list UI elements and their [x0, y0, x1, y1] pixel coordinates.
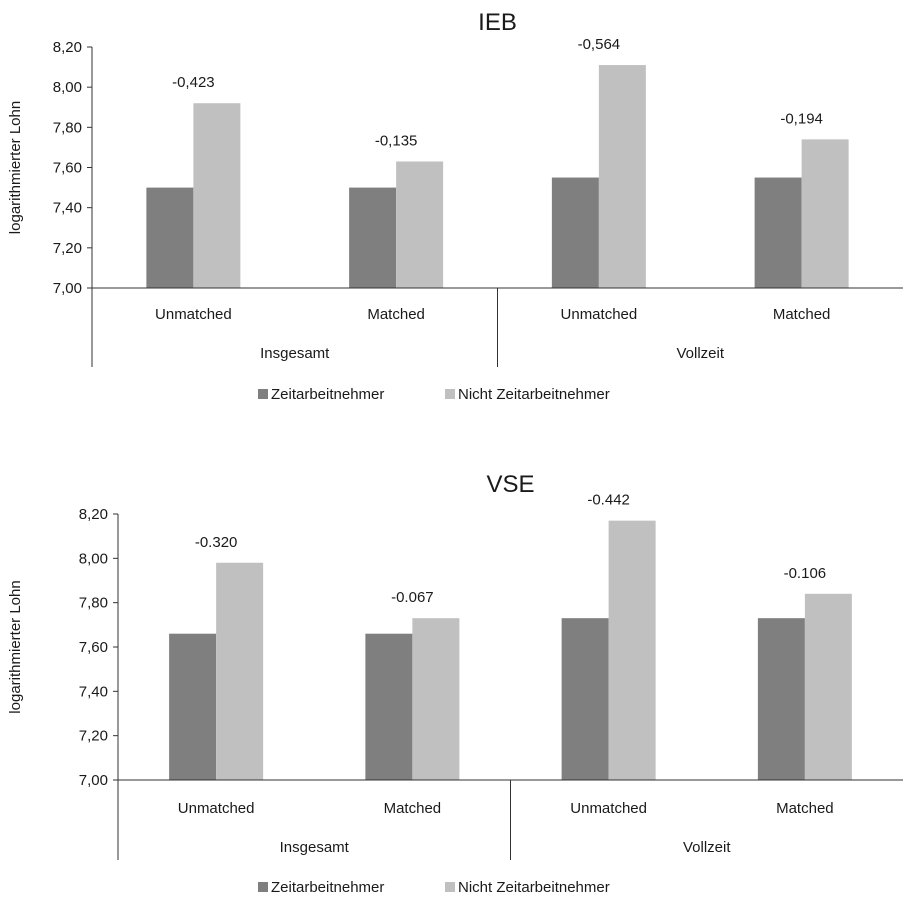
y-tick-label: 7,60 — [79, 639, 108, 656]
group-label: Vollzeit — [683, 839, 731, 856]
bar-nicht-zeitarbeitnehmer — [412, 618, 460, 780]
bar-nicht-zeitarbeitnehmer — [598, 65, 646, 288]
legend-label: Zeitarbeitnehmer — [271, 879, 384, 896]
y-tick-label: 7,20 — [79, 728, 108, 745]
y-tick-label: 7,40 — [53, 200, 82, 217]
bar-nicht-zeitarbeitnehmer — [801, 139, 849, 288]
chart-title: VSE — [486, 471, 534, 498]
bar-zeitarbeitnehmer — [365, 633, 413, 780]
chart-title: IEB — [478, 9, 517, 36]
difference-label: -0.320 — [195, 534, 238, 551]
y-tick-label: 7,60 — [53, 160, 82, 177]
legend-swatch — [258, 389, 268, 399]
category-label: Matched — [384, 800, 442, 817]
y-tick-label: 7,40 — [79, 683, 108, 700]
category-label: Matched — [367, 306, 425, 323]
category-label: Unmatched — [561, 306, 638, 323]
difference-label: -0,423 — [172, 74, 215, 91]
difference-label: -0.442 — [587, 492, 630, 509]
bar-nicht-zeitarbeitnehmer — [608, 520, 656, 780]
y-tick-label: 7,80 — [79, 595, 108, 612]
bar-zeitarbeitnehmer — [754, 177, 802, 288]
bar-zeitarbeitnehmer — [169, 633, 217, 780]
category-label: Unmatched — [570, 800, 647, 817]
difference-label: -0,564 — [578, 36, 621, 53]
y-tick-label: 7,00 — [79, 772, 108, 789]
category-label: Unmatched — [178, 800, 255, 817]
y-tick-label: 8,00 — [79, 550, 108, 567]
bar-nicht-zeitarbeitnehmer — [804, 593, 852, 780]
group-label: Vollzeit — [676, 345, 724, 362]
y-tick-label: 7,80 — [53, 119, 82, 136]
y-tick-label: 8,20 — [53, 39, 82, 56]
difference-label: -0.106 — [784, 565, 827, 582]
y-axis-label: logarithmierter Lohn — [7, 580, 24, 713]
bar-zeitarbeitnehmer — [146, 187, 194, 288]
legend-swatch — [445, 882, 455, 892]
group-label: Insgesamt — [280, 839, 350, 856]
difference-label: -0,135 — [375, 132, 418, 149]
legend-label: Nicht Zeitarbeitnehmer — [458, 386, 610, 403]
bar-nicht-zeitarbeitnehmer — [396, 161, 444, 288]
y-tick-label: 7,20 — [53, 240, 82, 257]
bar-nicht-zeitarbeitnehmer — [216, 562, 264, 780]
y-tick-label: 8,00 — [53, 79, 82, 96]
bar-chart-vse: VSE logarithmierter Lohn 7,00 7,20 7,40 7,60 7… — [7, 471, 903, 896]
bar-zeitarbeitnehmer — [349, 187, 397, 288]
group-label: Insgesamt — [260, 345, 330, 362]
legend-swatch — [445, 389, 455, 399]
legend-swatch — [258, 882, 268, 892]
difference-label: -0.067 — [391, 589, 434, 606]
y-tick-label: 8,20 — [79, 506, 108, 523]
category-label: Matched — [773, 306, 831, 323]
bar-zeitarbeitnehmer — [757, 618, 805, 780]
category-label: Unmatched — [155, 306, 232, 323]
legend-label: Nicht Zeitarbeitnehmer — [458, 879, 610, 896]
legend-label: Zeitarbeitnehmer — [271, 386, 384, 403]
category-label: Matched — [776, 800, 834, 817]
y-axis-label: logarithmierter Lohn — [7, 101, 24, 234]
bar-nicht-zeitarbeitnehmer — [193, 103, 241, 288]
bar-chart-ieb: IEB logarithmierter Lohn 7,00 7,20 7,40 7,60 7… — [7, 9, 903, 403]
difference-label: -0,194 — [780, 110, 823, 127]
bar-zeitarbeitnehmer — [551, 177, 599, 288]
bar-zeitarbeitnehmer — [561, 618, 609, 780]
y-tick-label: 7,00 — [53, 280, 82, 297]
